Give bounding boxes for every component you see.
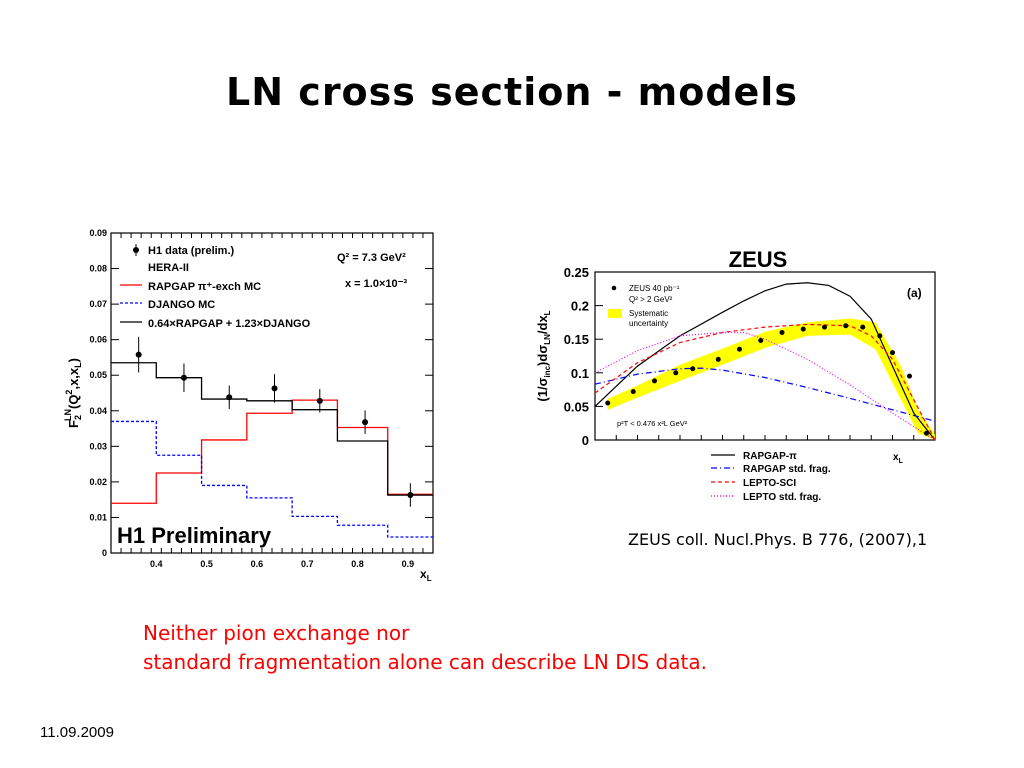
zeus-data-point	[715, 356, 721, 362]
zeus-data-point	[652, 378, 657, 384]
zeus-data-point	[907, 373, 912, 379]
h1-ytick-label: 0.02	[89, 477, 107, 487]
zeus-legend-q2: Q² > 2 GeV²	[629, 295, 673, 304]
h1-xtick-label: 0.9	[402, 559, 415, 569]
zeus-ytick-label: 0.2	[571, 299, 589, 314]
zeus-ytick-label: 0.15	[564, 332, 589, 347]
h1-frame	[110, 232, 434, 554]
zeus-data-point	[737, 346, 742, 352]
zeus-ytick-label: 0.05	[564, 399, 589, 414]
h1-legend-hera: HERA-II	[148, 262, 189, 274]
zeus-legend-data: ZEUS 40 pb⁻¹	[629, 284, 680, 293]
zeus-ylabel: (1/σinc)dσLN/dxL	[535, 310, 552, 401]
zeus-data-point	[890, 350, 895, 356]
conclusion-line-2: standard fragmentation alone can describ…	[143, 650, 707, 674]
zeus-plot: ZEUS 0 0.05 0.1 0.15 0.2 0.25 (a) ZEUS 40 pb⁻…	[525, 235, 945, 515]
h1-ytick-label: 0.03	[89, 441, 107, 451]
h1-ytick-label: 0.06	[89, 335, 107, 345]
h1-ytick-label: 0.04	[89, 406, 107, 416]
h1-legend-django: DJANGO MC	[148, 299, 215, 311]
h1-xtick-label: 0.6	[251, 559, 264, 569]
h1-ytick-label: 0.08	[89, 264, 107, 274]
h1-ytick-label: 0	[102, 548, 107, 558]
h1-data-point	[135, 351, 142, 358]
h1-data-point	[271, 385, 278, 392]
h1-kin-q2: Q² = 7.3 GeV²	[337, 252, 406, 264]
zeus-data-point	[779, 329, 785, 335]
h1-data-point	[316, 397, 323, 404]
zeus-data-point	[605, 400, 611, 406]
h1-ytick-label: 0.05	[89, 370, 107, 380]
h1-data-point	[226, 394, 233, 401]
h1-legend-sum: 0.64×RAPGAP + 1.23×DJANGO	[148, 318, 311, 330]
h1-kin-x: x = 1.0×10⁻³	[345, 278, 407, 290]
h1-xlabel: xL	[420, 567, 432, 583]
zeus-data-point	[630, 389, 636, 395]
h1-legend-rapgap: RAPGAP π⁺-exch MC	[148, 281, 261, 293]
zeus-legend-syst-2: uncertainty	[629, 319, 668, 328]
zeus-ytick-label: 0.25	[564, 265, 589, 280]
zeus-legend-marker-data	[611, 285, 617, 291]
zeus-data-point	[800, 326, 806, 332]
h1-data-point	[180, 374, 187, 381]
reference-citation: ZEUS coll. Nucl.Phys. B 776, (2007),1	[628, 530, 928, 549]
zeus-cut: p²T < 0.476 x²L GeV²	[617, 419, 688, 428]
h1-hist-series-1	[111, 420, 433, 538]
zeus-legend-rapgap-std: RAPGAP std. frag.	[743, 464, 831, 475]
h1-ytick-label: 0.07	[89, 299, 107, 309]
slide-title: LN cross section - models	[226, 70, 798, 114]
h1-ytick-label: 0.01	[89, 512, 107, 522]
zeus-xlabel: xL	[893, 452, 904, 465]
zeus-model-legend: RAPGAP-π RAPGAP std. frag. LEPTO-SCI LEP…	[711, 451, 831, 503]
zeus-legend-syst-box	[608, 309, 622, 318]
zeus-data-point	[673, 370, 679, 376]
h1-xtick-label: 0.8	[351, 559, 364, 569]
zeus-model-line-1	[594, 367, 936, 422]
zeus-ytick-label: 0	[582, 433, 589, 448]
conclusion-text: Neither pion exchange nor standard fragm…	[143, 619, 707, 677]
h1-data-point	[407, 492, 414, 499]
zeus-data-point	[822, 324, 827, 330]
zeus-data-point	[877, 333, 883, 339]
zeus-ytick-label: 0.1	[571, 366, 589, 381]
h1-plot: 0 0.01 0.02 0.03 0.04 0.05 0.06 0.07 0.08 0.09 0.4…	[40, 215, 450, 595]
h1-hist-series-0	[111, 399, 433, 504]
slide-date: 11.09.2009	[40, 724, 114, 741]
zeus-panel-label: (a)	[907, 286, 922, 300]
h1-watermark: H1 Preliminary	[117, 523, 272, 548]
h1-legend-data: H1 data (prelim.)	[148, 245, 235, 257]
zeus-data-point	[843, 323, 849, 329]
zeus-legend-rapgap-pi: RAPGAP-π	[743, 451, 797, 462]
zeus-legend-lepto-sci: LEPTO-SCI	[743, 478, 796, 489]
h1-ylabel: F2LN(Q2,x,xL)	[63, 358, 83, 428]
zeus-legend-lepto-std: LEPTO std. frag.	[743, 492, 821, 503]
zeus-model-line-0	[594, 282, 936, 441]
zeus-data-point	[690, 366, 696, 372]
zeus-title: ZEUS	[729, 247, 788, 272]
h1-hist-series-2	[111, 362, 433, 496]
zeus-legend-syst-1: Systematic	[629, 309, 668, 318]
zeus-data-point	[860, 324, 866, 330]
zeus-data-point	[758, 338, 764, 344]
conclusion-line-1: Neither pion exchange nor	[143, 621, 410, 645]
h1-xtick-label: 0.7	[301, 559, 314, 569]
h1-ytick-label: 0.09	[89, 228, 107, 238]
h1-data-point	[362, 419, 369, 426]
h1-legend: H1 data (prelim.) HERA-II RAPGAP π⁺-exch…	[120, 244, 311, 330]
h1-xtick-label: 0.4	[150, 559, 163, 569]
h1-xtick-label: 0.5	[200, 559, 213, 569]
zeus-data-point	[924, 430, 929, 436]
